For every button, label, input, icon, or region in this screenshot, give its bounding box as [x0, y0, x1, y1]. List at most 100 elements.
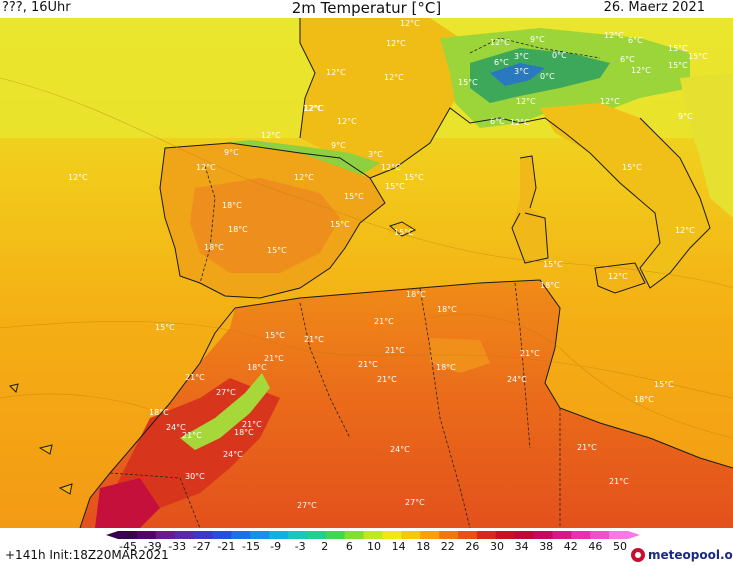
- temperature-label: 24°C: [166, 423, 186, 432]
- temperature-label: 12°C: [510, 118, 530, 127]
- legend-swatch: [174, 531, 195, 539]
- legend-swatch: [363, 531, 383, 539]
- balkans-land: [680, 73, 733, 218]
- iberia-interior: [190, 178, 340, 273]
- temperature-label: 15°C: [394, 228, 414, 237]
- temperature-label: 18°C: [149, 408, 169, 417]
- temperature-labels: 12°C12°C12°C12°C12°C6°C15°C15°C12°C12°C3…: [68, 19, 708, 510]
- coastlines: [9, 18, 733, 528]
- temperature-label: 15°C: [344, 192, 364, 201]
- temperature-label: 21°C: [182, 431, 202, 440]
- legend-swatch: [571, 531, 591, 539]
- header-bar: ???, 16Uhr 2m Temperatur [°C] 26. Maerz …: [0, 0, 733, 18]
- temperature-label: 9°C: [331, 141, 346, 150]
- temperature-label: 12°C: [608, 272, 628, 281]
- legend-tick: 2: [321, 540, 328, 553]
- temperature-label: 12°C: [675, 226, 695, 235]
- temperature-label: 15°C: [155, 323, 175, 332]
- north-africa-land: [80, 280, 733, 528]
- temperature-label: 18°C: [234, 428, 254, 437]
- temperature-label: 15°C: [622, 163, 642, 172]
- legend-tick: 10: [367, 540, 381, 553]
- legend-tick: 46: [588, 540, 602, 553]
- plateau-cool: [430, 338, 490, 373]
- sicily: [595, 263, 645, 293]
- legend-swatch: [420, 531, 440, 539]
- legend-tick: -27: [193, 540, 211, 553]
- temperature-label: 12°C: [337, 117, 357, 126]
- temperature-label: 12°C: [196, 163, 216, 172]
- temperature-label: 12°C: [381, 163, 401, 172]
- legend-swatch: [495, 531, 516, 539]
- temperature-label: 15°C: [330, 220, 350, 229]
- legend-tick: 30: [490, 540, 504, 553]
- temperature-label: 18°C: [222, 201, 242, 210]
- legend-swatch: [458, 531, 478, 539]
- temperature-label: 12°C: [400, 19, 420, 28]
- legend-tick: -3: [295, 540, 306, 553]
- legend-swatch: [193, 531, 213, 539]
- legend-tick: -9: [270, 540, 281, 553]
- legend-tick: 26: [465, 540, 479, 553]
- legend-tick: 6: [346, 540, 353, 553]
- temperature-map: 12°C12°C12°C12°C12°C6°C15°C15°C12°C12°C3…: [0, 18, 733, 528]
- model-label: ???, 16Uhr: [2, 0, 71, 15]
- temperature-label: 18°C: [634, 395, 654, 404]
- temperature-label: 18°C: [540, 281, 560, 290]
- temperature-label: 21°C: [377, 375, 397, 384]
- temperature-label: 6°C: [628, 36, 643, 45]
- temperature-label: 15°C: [458, 78, 478, 87]
- legend-tick: 38: [539, 540, 553, 553]
- temperature-label: 18°C: [204, 243, 224, 252]
- legend-tick: -15: [242, 540, 260, 553]
- brand-link[interactable]: meteopool.org: [648, 548, 733, 562]
- run-info: +141h Init:18Z20MAR2021: [5, 548, 169, 562]
- temperature-label: 27°C: [297, 501, 317, 510]
- temperature-label: 18°C: [437, 305, 457, 314]
- temperature-label: 12°C: [326, 68, 346, 77]
- temperature-label: 24°C: [390, 445, 410, 454]
- temperature-label: 15°C: [668, 44, 688, 53]
- temperature-label: 27°C: [405, 498, 425, 507]
- meteopool-logo-icon: [631, 548, 645, 562]
- temperature-label: 6°C: [490, 117, 505, 126]
- atlas-mountains: [180, 373, 270, 450]
- corsica-sardinia: [512, 156, 548, 263]
- temperature-label: 21°C: [185, 373, 205, 382]
- temperature-label: 15°C: [404, 173, 424, 182]
- temperature-label: 15°C: [265, 331, 285, 340]
- color-legend: -45 -39 -33 -27 -21 -15 -9 -3 2 6 10 14 18 22 26 30 34 38…: [106, 531, 640, 553]
- temperature-label: 15°C: [267, 246, 287, 255]
- temperature-label: 21°C: [358, 360, 378, 369]
- temperature-label: 6°C: [494, 58, 509, 67]
- legend-min-arrow: [106, 531, 118, 539]
- temperature-label: 21°C: [385, 346, 405, 355]
- legend-swatch: [590, 531, 610, 539]
- legend-max-arrow: [628, 531, 640, 539]
- temperature-label: 18°C: [247, 363, 267, 372]
- temperature-label: 3°C: [514, 67, 529, 76]
- legend-swatch: [609, 531, 629, 539]
- legend-swatch: [552, 531, 572, 539]
- temperature-label: 21°C: [242, 420, 262, 429]
- legend-tick: 22: [441, 540, 455, 553]
- legend-swatch: [325, 531, 346, 539]
- temperature-label: 15°C: [688, 52, 708, 61]
- legend-swatch: [231, 531, 251, 539]
- temperature-label: 9°C: [530, 35, 545, 44]
- temperature-label: 12°C: [386, 39, 406, 48]
- legend-tick: 50: [613, 540, 627, 553]
- france-land: [300, 18, 470, 178]
- legend-swatch: [250, 531, 270, 539]
- temperature-label: 21°C: [609, 477, 629, 486]
- legend-swatch: [136, 531, 157, 539]
- legend-tick: 18: [416, 540, 430, 553]
- temperature-label: 21°C: [304, 335, 324, 344]
- temperature-label: 15°C: [543, 260, 563, 269]
- map-title: 2m Temperatur [°C]: [291, 0, 442, 17]
- temperature-label: 12°C: [516, 97, 536, 106]
- temperature-label: 9°C: [678, 112, 693, 121]
- temperature-label: 15°C: [654, 380, 674, 389]
- legend-tick: -39: [144, 540, 162, 553]
- temperature-label: 18°C: [228, 225, 248, 234]
